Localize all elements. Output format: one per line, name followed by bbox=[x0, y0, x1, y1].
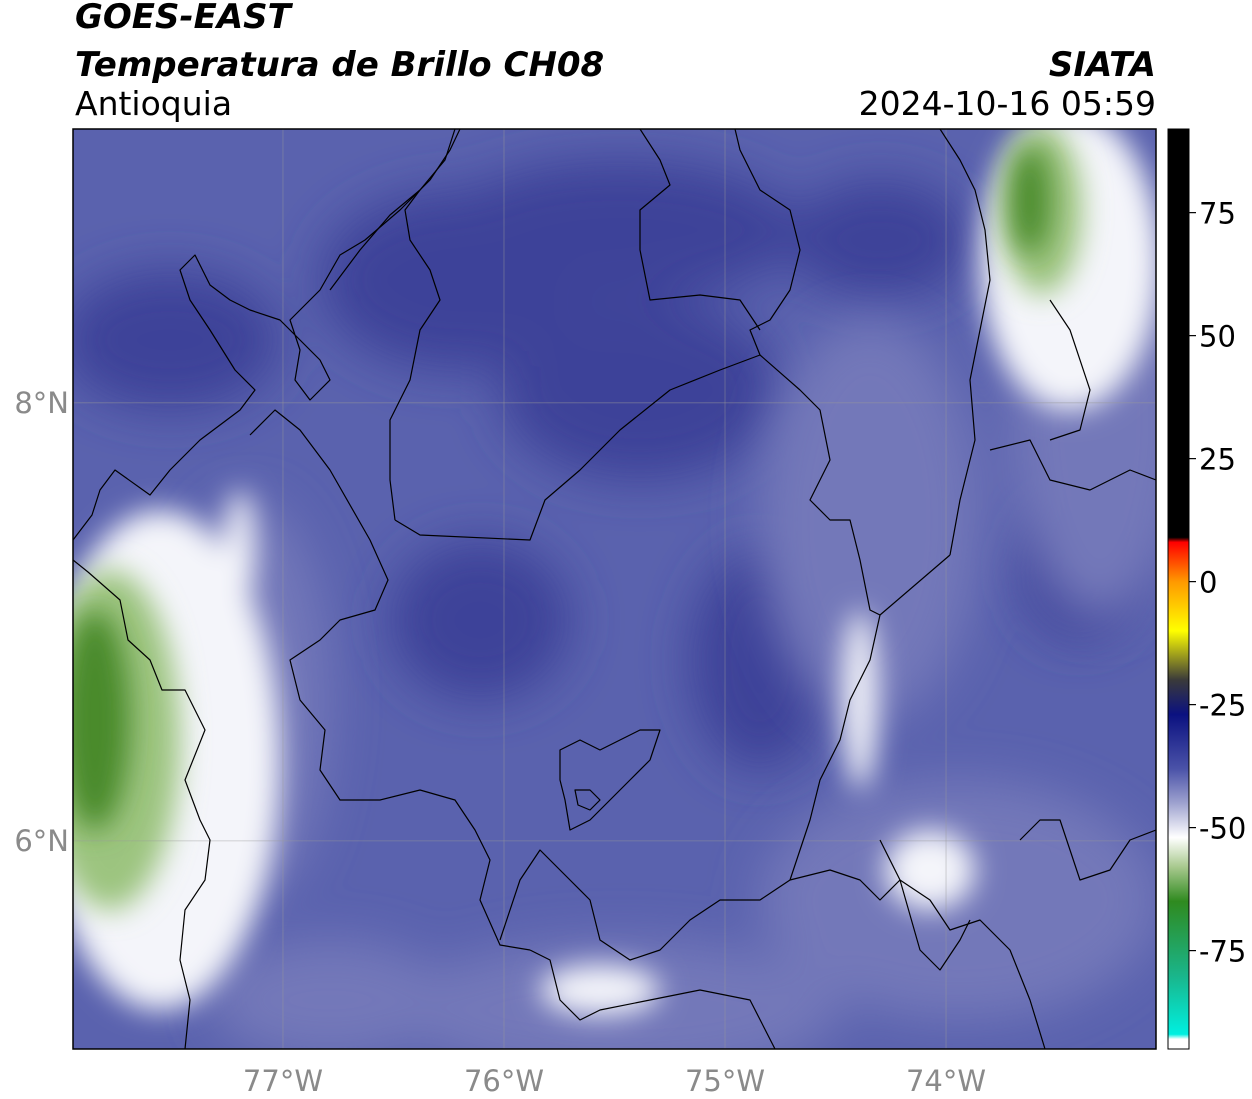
atrato-coast bbox=[73, 129, 461, 541]
colorbar-gradient bbox=[1168, 129, 1189, 1049]
coastline-and-borders bbox=[73, 129, 1156, 1049]
longitude-tick-label: 74°W bbox=[906, 1064, 986, 1098]
colorbar-tick-label: -75 bbox=[1199, 935, 1246, 969]
longitude-tick-label: 75°W bbox=[685, 1064, 765, 1098]
antioquia-west-border bbox=[249, 409, 531, 951]
organization-label: SIATA bbox=[1048, 45, 1156, 85]
colorbar-tick-label: 25 bbox=[1199, 443, 1236, 477]
colorbar-tick-label: 0 bbox=[1199, 566, 1217, 600]
caldas-border bbox=[529, 949, 776, 1049]
bolivar-border bbox=[734, 129, 801, 356]
north-interior-border bbox=[639, 129, 761, 331]
colorbar-frame bbox=[1167, 128, 1190, 1050]
gulf-coast-east bbox=[329, 129, 456, 291]
santander-north bbox=[1049, 299, 1091, 441]
magdalena-border bbox=[499, 614, 881, 961]
colorbar-tick-label: 75 bbox=[1199, 197, 1236, 231]
boyaca-border bbox=[789, 869, 1046, 1049]
product-title: Temperatura de Brillo CH08 bbox=[75, 45, 605, 85]
aburra-inner bbox=[574, 789, 601, 811]
brightness-temperature-field bbox=[73, 129, 1156, 1049]
cordoba-border bbox=[389, 189, 441, 521]
south-border bbox=[879, 839, 971, 971]
colorbar-tick-label: -25 bbox=[1199, 689, 1246, 723]
antioquia-north-border bbox=[394, 354, 951, 616]
region-label: Antioquia bbox=[75, 84, 233, 123]
longitude-labels: 77°W 76°W 75°W 74°W bbox=[243, 1064, 986, 1098]
aburra-valley bbox=[559, 729, 661, 831]
satellite-title: GOES-EAST bbox=[75, 0, 291, 37]
longitude-tick-label: 76°W bbox=[464, 1064, 544, 1098]
timestamp-label: 2024-10-16 05:59 bbox=[858, 84, 1156, 123]
colorbar-tick-label: -50 bbox=[1199, 812, 1246, 846]
map-frame bbox=[72, 128, 1157, 1050]
latitude-labels: 8°N 6°N bbox=[14, 386, 69, 858]
latitude-tick-label: 8°N bbox=[14, 386, 69, 420]
map-gridlines bbox=[73, 129, 1156, 1049]
colorbar: 75 50 25 0 -25 -50 -75 bbox=[1167, 128, 1246, 1050]
colorbar-tick-label: 50 bbox=[1199, 320, 1236, 354]
pacific-coastline bbox=[73, 559, 211, 1049]
east-interior bbox=[1019, 819, 1156, 881]
east-border bbox=[939, 129, 991, 556]
colorbar-ticks: 75 50 25 0 -25 -50 -75 bbox=[1189, 197, 1246, 969]
santander-border bbox=[989, 439, 1156, 491]
longitude-tick-label: 77°W bbox=[243, 1064, 323, 1098]
latitude-tick-label: 6°N bbox=[14, 824, 69, 858]
